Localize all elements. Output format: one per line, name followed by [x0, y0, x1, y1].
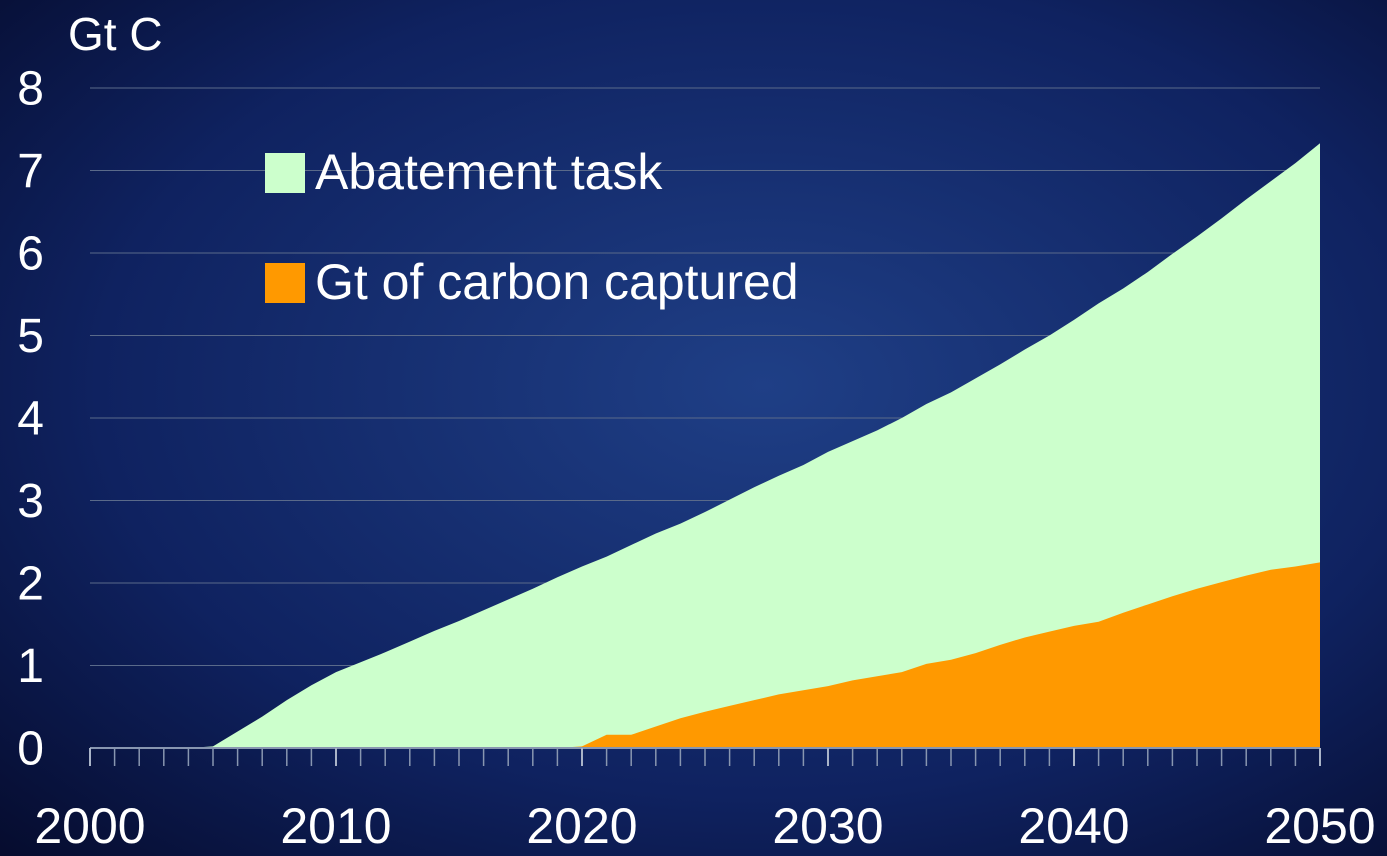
legend-label: Gt of carbon captured — [315, 254, 799, 310]
y-tick-label: 7 — [17, 145, 44, 198]
y-tick-label: 2 — [17, 558, 44, 611]
axes: 0 1 2 3 4 5 6 7 8 2000 2010 2020 2030 2040 2050 — [17, 63, 1375, 855]
y-axis-label: Gt C — [68, 8, 163, 60]
legend-swatch — [265, 153, 305, 193]
y-tick-label: 0 — [17, 723, 44, 776]
legend: Abatement task Gt of carbon captured — [265, 144, 799, 310]
y-tick-label: 3 — [17, 475, 44, 528]
legend-label: Abatement task — [315, 144, 663, 200]
x-tick-label: 2040 — [1018, 798, 1129, 854]
plot-area — [90, 143, 1320, 748]
y-tick-label: 1 — [17, 640, 44, 693]
x-tick-label: 2010 — [280, 798, 391, 854]
area — [90, 562, 1320, 748]
y-tick-label: 8 — [17, 63, 44, 116]
area — [90, 143, 1320, 748]
y-tick-label: 6 — [17, 228, 44, 281]
x-tick-label: 2030 — [772, 798, 883, 854]
legend-swatch — [265, 263, 305, 303]
y-tick-label: 4 — [17, 393, 44, 446]
y-tick-label: 5 — [17, 310, 44, 363]
x-tick-label: 2050 — [1264, 798, 1375, 854]
x-tick-label: 2020 — [526, 798, 637, 854]
x-tick-label: 2000 — [34, 798, 145, 854]
